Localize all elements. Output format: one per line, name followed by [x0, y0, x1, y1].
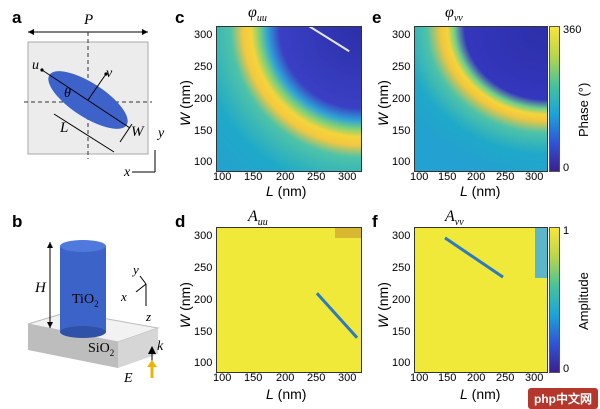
ytick: 300	[194, 29, 213, 41]
x-axis-title: L (nm)	[266, 183, 307, 199]
xtick: 250	[307, 171, 326, 183]
y-axis-title: W (nm)	[375, 282, 391, 328]
xtick: 200	[276, 372, 295, 384]
ytick: 100	[194, 156, 213, 168]
ytick: 250	[194, 262, 213, 274]
ytick: 100	[392, 156, 411, 168]
v-axis-label: v	[106, 66, 113, 81]
ytick: 150	[392, 326, 411, 338]
ytick: 250	[392, 262, 411, 274]
amplitude-colorbar-max: 1	[563, 225, 570, 237]
unit-cell-schematic	[24, 29, 156, 173]
triad-y-label: y	[133, 262, 139, 277]
panel-label-d: d	[175, 212, 186, 231]
width-label: W	[131, 124, 144, 140]
theta-label: θ	[64, 86, 71, 101]
amplitude-map-vv	[414, 227, 548, 373]
xtick: 250	[307, 372, 326, 384]
xtick: 150	[244, 171, 263, 183]
ytick: 300	[194, 230, 213, 242]
map-title-d: Auu	[248, 208, 268, 229]
ytick: 150	[194, 125, 213, 137]
pillar-schematic	[27, 240, 160, 378]
phase-colorbar-label: Phase (°)	[576, 82, 591, 137]
field-label: E	[124, 371, 133, 386]
y-axis-label: y	[158, 126, 165, 141]
ytick: 200	[194, 93, 213, 105]
ytick: 200	[392, 294, 411, 306]
period-label: P	[84, 12, 94, 28]
xtick: 150	[244, 372, 263, 384]
xtick: 300	[525, 372, 544, 384]
xtick: 150	[438, 372, 457, 384]
xtick: 100	[410, 372, 429, 384]
length-label: L	[60, 120, 69, 136]
phase-colorbar	[549, 26, 560, 172]
amplitude-colorbar	[549, 227, 560, 373]
triad-x-label: x	[121, 289, 127, 304]
panel-label-f: f	[372, 212, 378, 231]
xtick: 250	[496, 372, 515, 384]
wavevector-label: k	[157, 339, 164, 354]
triad-z-label: z	[146, 309, 152, 324]
site-watermark: php中文网	[528, 388, 598, 409]
ytick: 150	[392, 125, 411, 137]
panel-label-a: a	[12, 8, 22, 27]
x-axis-label: x	[124, 165, 131, 180]
xtick: 300	[338, 171, 357, 183]
map-title-e: φvv	[445, 4, 463, 25]
panel-label-c: c	[175, 8, 185, 27]
map-title-f: Avv	[445, 208, 464, 229]
u-axis-label: u	[32, 58, 39, 73]
resonance-line	[315, 292, 359, 339]
xtick: 150	[438, 171, 457, 183]
ytick: 100	[194, 357, 213, 369]
amplitude-map-uu	[216, 227, 362, 373]
ytick: 300	[392, 230, 411, 242]
amplitude-colorbar-min: 0	[563, 363, 570, 375]
xtick: 200	[276, 171, 295, 183]
ytick: 100	[392, 357, 411, 369]
xtick: 200	[467, 171, 486, 183]
ytick: 300	[392, 29, 411, 41]
xtick: 100	[213, 372, 232, 384]
substrate-material-label: SiO2	[88, 341, 115, 358]
panel-label-e: e	[372, 8, 382, 27]
panel-label-b: b	[12, 212, 23, 231]
map-title-c: φuu	[248, 4, 267, 25]
resonance-line	[444, 236, 504, 279]
xtick: 250	[496, 171, 515, 183]
xtick: 300	[525, 171, 544, 183]
xtick: 300	[338, 372, 357, 384]
ytick: 250	[392, 61, 411, 73]
phase-colorbar-min: 0	[563, 162, 570, 174]
phase-map-uu	[216, 26, 362, 172]
y-axis-title: W (nm)	[177, 80, 193, 126]
resonance-corner	[335, 228, 361, 238]
amplitude-colorbar-label: Amplitude	[576, 272, 591, 330]
pillar-material-label: TiO2	[72, 292, 99, 309]
x-axis-title: L (nm)	[460, 386, 501, 402]
phase-map-vv	[414, 26, 548, 172]
ytick: 200	[392, 93, 411, 105]
phase-colorbar-max: 360	[563, 24, 582, 36]
phase-wrap-line	[306, 27, 350, 53]
ytick: 250	[194, 61, 213, 73]
x-axis-title: L (nm)	[266, 386, 307, 402]
ytick: 200	[194, 294, 213, 306]
xtick: 100	[410, 171, 429, 183]
x-axis-title: L (nm)	[460, 183, 501, 199]
height-label: H	[35, 280, 46, 296]
ytick: 150	[194, 326, 213, 338]
y-axis-title: W (nm)	[375, 80, 391, 126]
xtick: 200	[467, 372, 486, 384]
resonance-edge	[535, 228, 547, 278]
y-axis-title: W (nm)	[177, 282, 193, 328]
xtick: 100	[213, 171, 232, 183]
